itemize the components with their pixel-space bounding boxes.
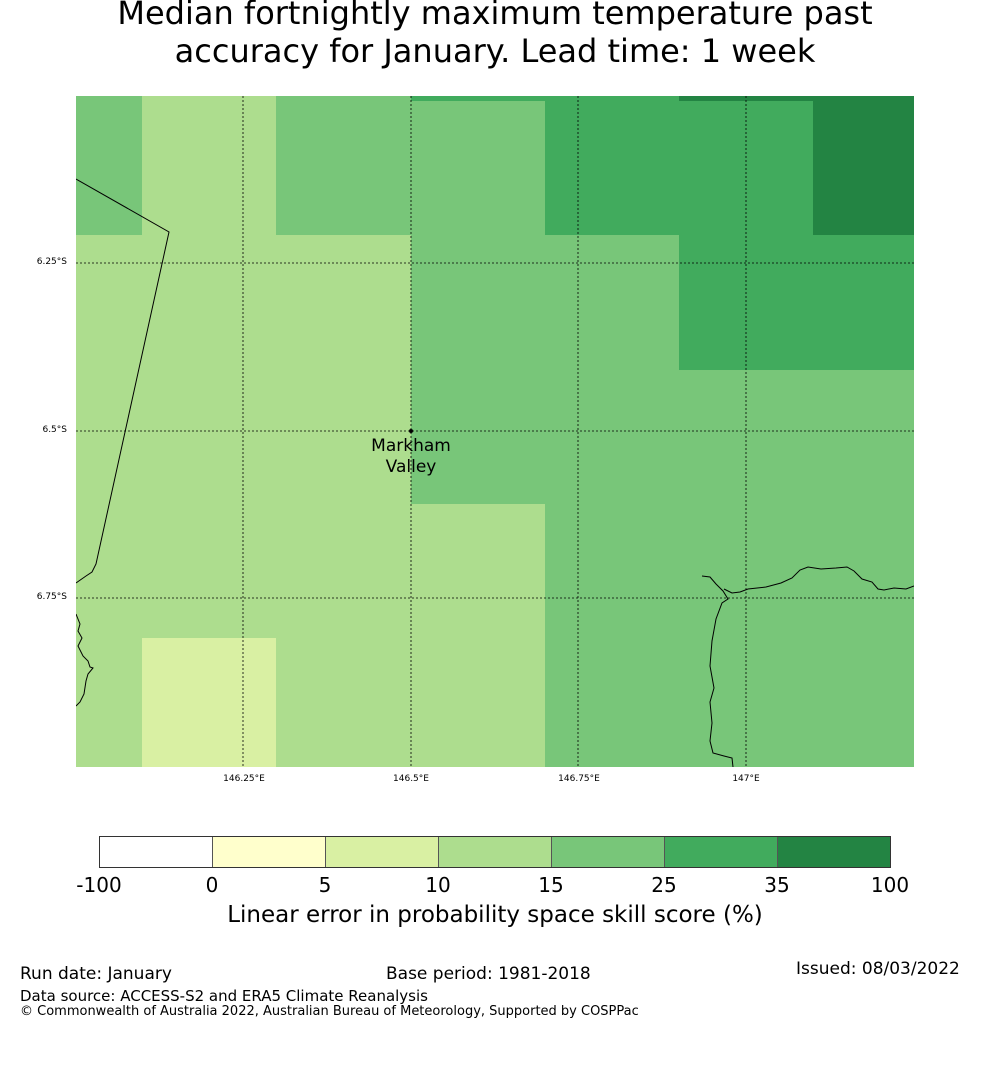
cell [411,235,679,370]
colorbar-tick: -100 [76,873,122,897]
cell [411,101,545,235]
copyright: © Commonwealth of Australia 2022, Austra… [20,1004,639,1019]
border-line [76,178,170,584]
colorbar-segment [778,837,890,867]
colorbar [99,836,891,868]
location-marker [409,429,413,433]
lat-label-6.75: 6.75°S [36,592,67,602]
place-label: Markham Valley [351,436,471,478]
colorbar-segment [665,837,778,867]
cell [411,370,914,504]
cell [76,235,411,370]
cell [545,96,679,235]
colorbar-tick: 5 [318,873,332,897]
data-source: Data source: ACCESS-S2 and ERA5 Climate … [20,987,428,1005]
lon-label-146.75: 146.75°E [558,774,600,784]
colorbar-segment [100,837,213,867]
colorbar-tick: 35 [764,873,790,897]
colorbar-tick: 100 [870,873,910,897]
map-title: Median fortnightly maximum temperature p… [0,0,990,70]
lat-label-6.5: 6.5°S [42,425,67,435]
cell [142,638,276,767]
colorbar-segment [439,837,552,867]
cell [411,96,545,101]
cell [76,638,142,767]
lon-label-146.5: 146.5°E [393,774,429,784]
cell [679,96,813,101]
cell [679,235,914,370]
coastlines [76,178,914,767]
cell [545,638,914,767]
issued-date: Issued: 08/03/2022 [796,959,960,979]
title-line-2: accuracy for January. Lead time: 1 week [174,32,816,70]
colorbar-segment [552,837,665,867]
coastline-east-2 [723,566,914,594]
cell [276,638,545,767]
colorbar-segment [326,837,439,867]
cell [76,504,545,638]
title-line-1: Median fortnightly maximum temperature p… [117,0,873,32]
lon-label-146.25: 146.25°E [223,774,265,784]
base-period: Base period: 1981-2018 [386,964,591,984]
cell [76,370,411,504]
cell [276,96,411,235]
coastline-east [701,575,734,767]
colorbar-label: Linear error in probability space skill … [227,902,763,928]
colorbar-tick: 25 [651,873,677,897]
cell [545,504,914,638]
place-name-line-2: Valley [385,457,437,477]
colorbar-tick: 10 [425,873,451,897]
cell [76,96,142,235]
colorbar-segment [213,837,326,867]
cell [813,96,914,235]
place-name-line-1: Markham [371,436,451,456]
run-date: Run date: January [20,964,172,984]
colorbar-tick: 0 [205,873,219,897]
skill-grid [76,96,914,767]
lat-label-6.25: 6.25°S [36,257,67,267]
cell [142,96,276,235]
lon-label-147: 147°E [732,774,760,784]
colorbar-tick: 15 [538,873,564,897]
skill-map [76,96,914,767]
coastline-west [76,613,94,707]
